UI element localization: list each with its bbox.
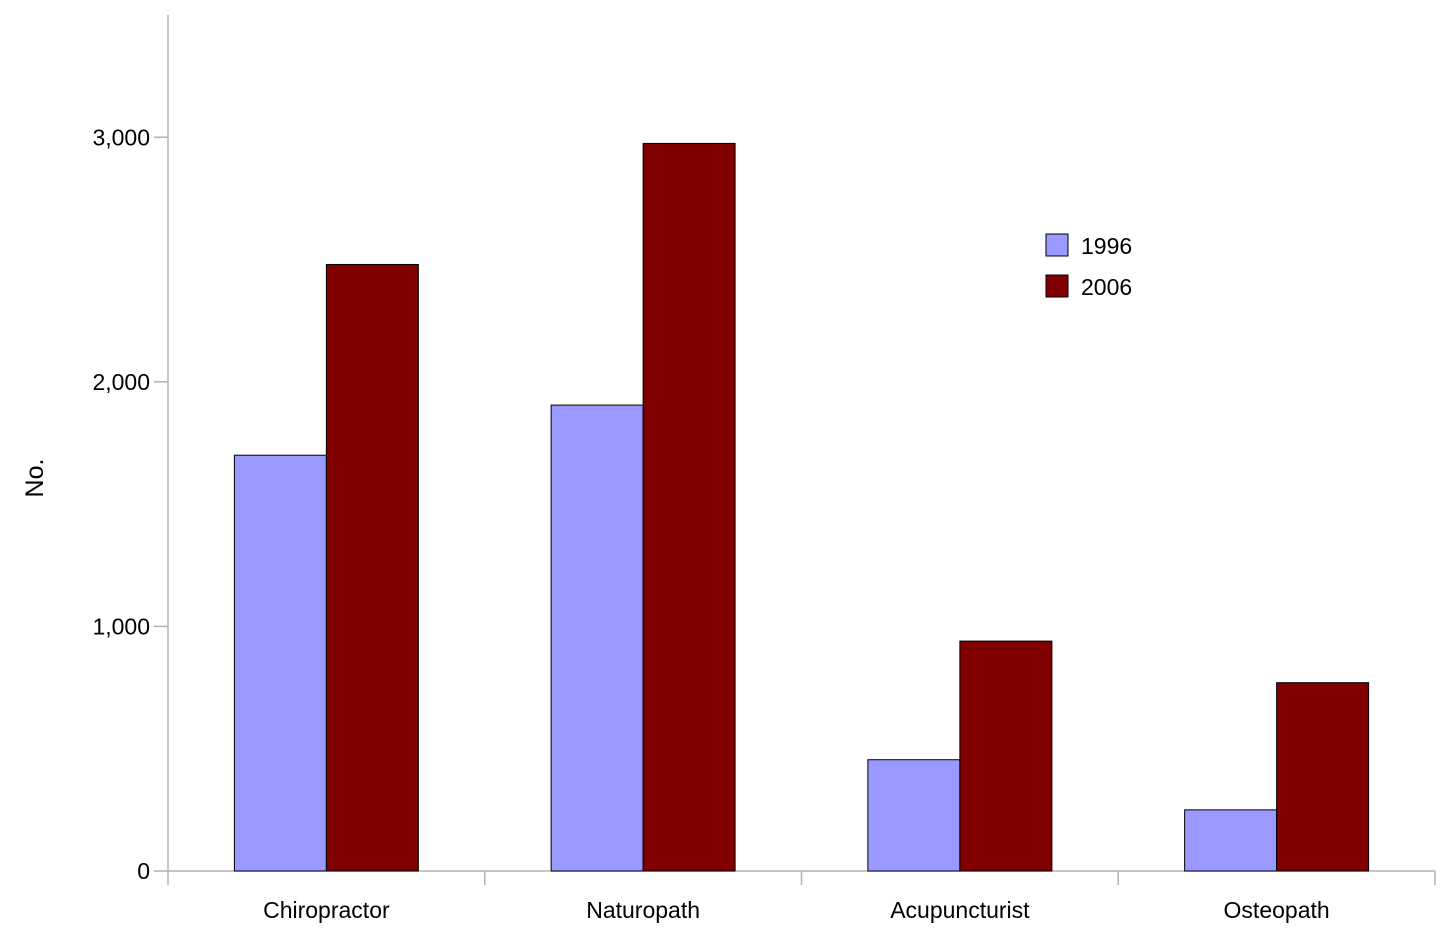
legend-label-2006: 2006 (1081, 274, 1132, 300)
y-ticks: 0 1,000 2,000 3,000 (92, 124, 168, 884)
legend-swatch-2006 (1045, 274, 1069, 298)
bar-2006-chiropractor (325, 263, 419, 872)
y-axis-title: No. (21, 459, 49, 498)
category-labels: Chiropractor Naturopath Acupuncturist Osteo… (263, 897, 1330, 923)
category-label: Acupuncturist (890, 897, 1030, 923)
bar-1996-chiropractor (233, 454, 327, 872)
y-tick-label: 3,000 (92, 124, 150, 150)
bar-1996-naturopath (550, 404, 644, 872)
category-label: Osteopath (1224, 897, 1330, 923)
bars (233, 142, 1370, 872)
bar-2006-acupuncturist (959, 640, 1053, 872)
y-tick-label: 1,000 (92, 613, 150, 639)
bar-2006-naturopath (642, 142, 736, 872)
legend: 1996 2006 (1045, 233, 1132, 300)
y-tick-label: 2,000 (92, 369, 150, 395)
category-label: Naturopath (586, 897, 700, 923)
bar-1996-acupuncturist (867, 759, 961, 872)
x-ticks (167, 871, 1436, 885)
legend-label-1996: 1996 (1081, 233, 1132, 259)
legend-swatch-1996 (1045, 233, 1069, 257)
category-label: Chiropractor (263, 897, 390, 923)
y-tick-label: 0 (137, 858, 150, 884)
bar-2006-osteopath (1276, 682, 1370, 872)
bar-1996-osteopath (1184, 809, 1278, 872)
